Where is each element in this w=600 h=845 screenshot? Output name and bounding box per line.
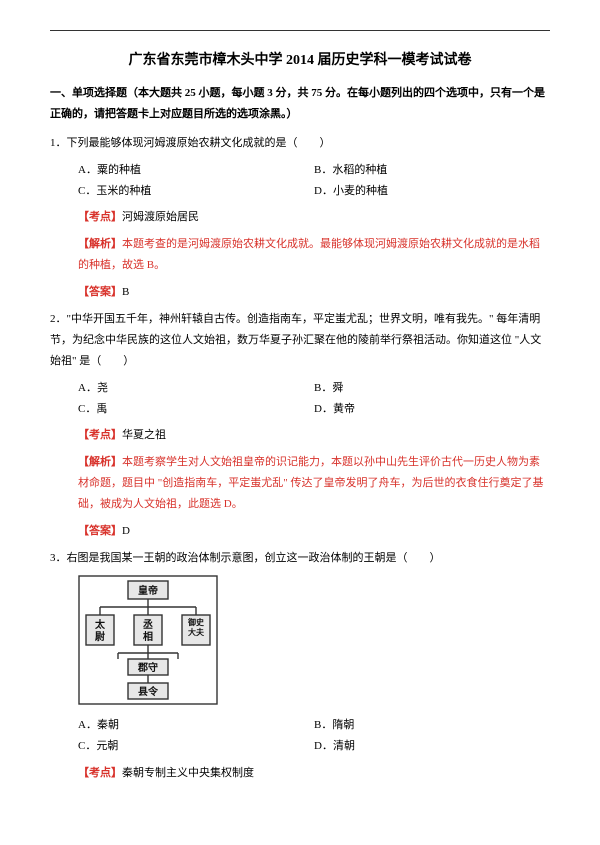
q1-kaodian: 【考点】河姆渡原始居民 [50, 207, 550, 228]
svg-text:御史: 御史 [187, 617, 205, 627]
svg-text:太: 太 [94, 618, 106, 631]
q2-jiexi-text: 本题考察学生对人文始祖皇帝的识记能力，本题以孙中山先生评价古代一历史人物为素材命… [78, 456, 543, 510]
q3-kaodian: 【考点】秦朝专制主义中央集权制度 [50, 763, 550, 784]
q2-jiexi: 【解析】本题考察学生对人文始祖皇帝的识记能力，本题以孙中山先生评价古代一历史人物… [50, 452, 550, 515]
q2-stem: 2．"中华开国五千年，神州轩辕自古传。创造指南车，平定蚩尤乱；世界文明，唯有我先… [50, 309, 550, 372]
q2-answer-text: D [122, 525, 130, 537]
q2-answer: 【答案】D [50, 521, 550, 542]
q3-diagram: 皇帝 太 尉 丞 相 御史 大夫 郡守 [78, 575, 550, 705]
q1-options: A．粟的种植 B．水稻的种植 C．玉米的种植 D．小麦的种植 [50, 160, 550, 202]
q1-option-b: B．水稻的种植 [314, 160, 550, 181]
q3-stem: 3．右图是我国某一王朝的政治体制示意图，创立这一政治体制的王朝是（ ） [50, 548, 550, 569]
q3-kaodian-text: 秦朝专制主义中央集权制度 [122, 767, 254, 779]
q1-jiexi: 【解析】本题考查的是河姆渡原始农耕文化成就。最能够体现河姆渡原始农耕文化成就的是… [50, 234, 550, 276]
node-top: 皇帝 [138, 584, 158, 597]
q1-answer-label: 【答案】 [78, 286, 122, 298]
q2-kaodian-label: 【考点】 [78, 429, 122, 441]
q1-answer-text: B [122, 286, 129, 298]
q1-jiexi-label: 【解析】 [78, 238, 122, 250]
q1-stem: 1．下列最能够体现河姆渡原始农耕文化成就的是（ ） [50, 133, 550, 154]
q3-option-a: A．秦朝 [78, 715, 314, 736]
q2-option-b: B．舜 [314, 378, 550, 399]
q1-option-a: A．粟的种植 [78, 160, 314, 181]
q2-option-c: C．禹 [78, 399, 314, 420]
q3-option-d: D．清朝 [314, 736, 550, 757]
q1-kaodian-text: 河姆渡原始居民 [122, 211, 199, 223]
q2-option-d: D．黄帝 [314, 399, 550, 420]
exam-title: 广东省东莞市樟木头中学 2014 届历史学科一模考试试卷 [50, 49, 550, 69]
node-jun: 郡守 [137, 661, 158, 674]
q2-answer-label: 【答案】 [78, 525, 122, 537]
q2-options: A．尧 B．舜 C．禹 D．黄帝 [50, 378, 550, 420]
q2-kaodian: 【考点】华夏之祖 [50, 425, 550, 446]
page-top-rule [50, 30, 550, 31]
q3-option-c: C．元朝 [78, 736, 314, 757]
svg-text:大夫: 大夫 [188, 627, 205, 637]
q2-option-a: A．尧 [78, 378, 314, 399]
q1-option-d: D．小麦的种植 [314, 181, 550, 202]
q2-jiexi-label: 【解析】 [78, 456, 122, 468]
q1-kaodian-label: 【考点】 [78, 211, 122, 223]
q2-kaodian-text: 华夏之祖 [122, 429, 166, 441]
svg-text:尉: 尉 [95, 630, 105, 643]
svg-text:丞: 丞 [143, 619, 153, 631]
q3-option-b: B．隋朝 [314, 715, 550, 736]
svg-text:相: 相 [143, 630, 153, 643]
q1-answer: 【答案】B [50, 282, 550, 303]
q1-jiexi-text: 本题考查的是河姆渡原始农耕文化成就。最能够体现河姆渡原始农耕文化成就的是水稻的种… [78, 238, 540, 271]
section-intro: 一、单项选择题（本大题共 25 小题，每小题 3 分，共 75 分。在每小题列出… [50, 83, 550, 125]
node-xian: 县令 [138, 685, 159, 698]
q3-kaodian-label: 【考点】 [78, 767, 122, 779]
q3-options: A．秦朝 B．隋朝 C．元朝 D．清朝 [50, 715, 550, 757]
q1-option-c: C．玉米的种植 [78, 181, 314, 202]
